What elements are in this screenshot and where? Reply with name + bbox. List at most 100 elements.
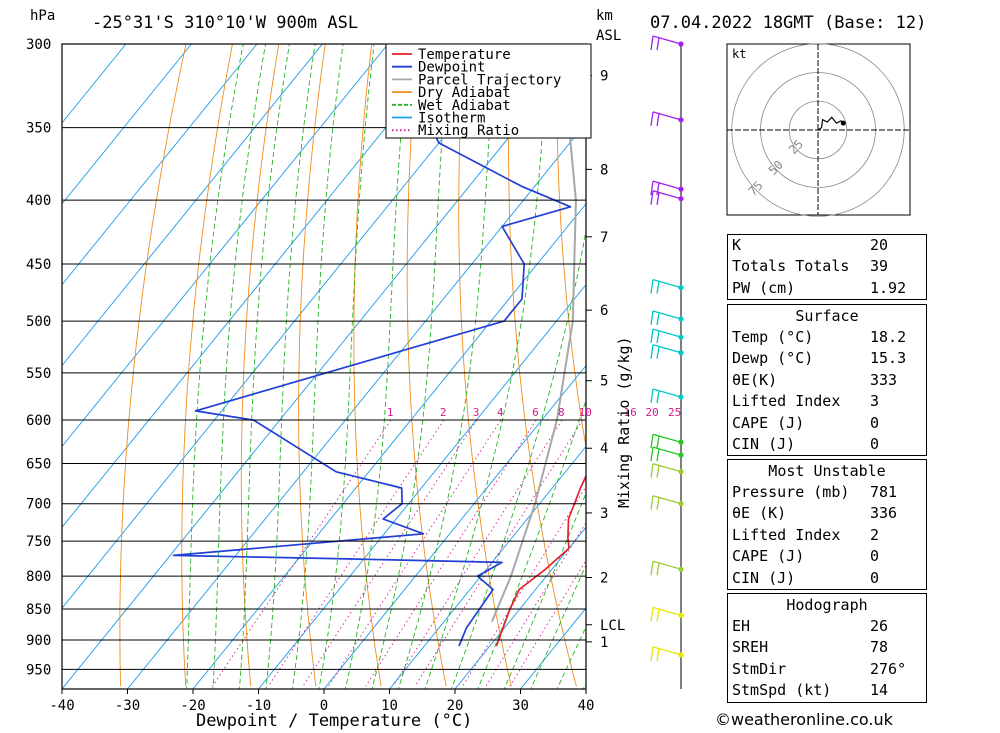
dry-adiabat-line [181,44,233,687]
wet-adiabat-line [503,492,586,689]
wet-adiabat-line [344,44,410,689]
x-tick-label: 10 [381,698,398,714]
mu-value: 0 [870,547,880,566]
dry-adiabat-line [975,44,1000,686]
surface-value: 18.2 [870,328,907,346]
axes: 3003504004505005506006507007508008509009… [26,37,625,714]
temperature-line [495,474,586,647]
index-value: 1.92 [870,278,907,297]
mixing-ratio-label: 8 [558,406,565,419]
mu-label: θE (K) [732,504,787,523]
km-tick-label: 2 [600,570,608,586]
legend-label: Temperature [418,47,511,63]
mu-row: θE (K) 336 [728,503,926,524]
km-tick-label: LCL [600,618,625,634]
surface-value: 15.3 [870,349,907,368]
surface-title: Surface [795,307,859,325]
surface-label: θE(K) [732,370,778,389]
surface-row: Lifted Index 3 [728,391,926,412]
hodograph-end-dot [840,120,846,126]
mixing-ratio-line [392,419,563,687]
x-tick-label: -20 [180,698,205,714]
mixing-ratio-label: 20 [646,406,659,419]
isotherm-line [62,44,127,124]
hodo-row: SREH 78 [728,637,926,658]
dry-adiabat-line [298,44,326,687]
mixing-ratio-label: 16 [624,406,637,419]
wind-barb [650,328,682,344]
mu-label: CIN (J) [732,568,796,587]
pressure-tick-label: 800 [26,569,51,585]
index-value: 20 [870,236,889,254]
km-tick-label: 6 [600,303,608,319]
datetime-title: 07.04.2022 18GMT (Base: 12) [650,13,926,33]
pressure-tick-label: 300 [26,37,51,53]
pressure-tick-label: 500 [26,314,51,330]
surface-table: Surface Temp (°C) 18.2 Dewp (°C) 15.3 θE(K… [727,304,927,457]
hodograph-table-title: Hodograph [786,596,868,614]
wet-adiabat-line [238,44,290,689]
isotherm-line [62,44,520,609]
index-label: PW (cm) [732,278,796,297]
hodo-row: EH 26 [728,616,926,637]
surface-value: 0 [870,434,880,453]
x-axis-title: Dewpoint / Temperature (°C) [196,711,472,731]
isotherm-line [258,283,586,689]
mixing-ratio-label: 25 [668,406,681,419]
pressure-tick-label: 750 [26,534,51,550]
wind-barb [650,310,682,326]
surface-value: 0 [870,413,880,432]
wet-adiabat-line [212,44,267,689]
km-tick-label: 4 [600,441,608,457]
mu-value: 2 [870,525,880,544]
asl-unit-label: ASL [596,28,621,44]
hodo-value: 78 [870,638,889,657]
wet-adiabat-line [397,44,496,689]
wind-barb [650,495,682,510]
x-tick-label: 40 [578,698,595,714]
mixing-ratio-axis-title: Mixing Ratio (g/kg) [615,336,633,508]
location-title: -25°31'S 310°10'W 900m ASL [92,13,358,33]
wet-adiabat-line [477,399,586,689]
isotherm-line [62,44,454,528]
wet-adiabat-line [265,44,316,689]
hodo-row: StmDir 276° [728,659,926,680]
pressure-tick-label: 900 [26,633,51,649]
legend-label: Wet Adiabat [418,98,511,114]
mu-row: CAPE (J) 0 [728,546,926,567]
mixing-ratio-line [267,419,445,687]
index-row-pw: PW (cm) 1.92 [728,278,926,299]
surface-row: θE(K) 333 [728,370,926,391]
hodo-label: SREH [732,638,769,657]
parcel-trajectory-line [490,61,577,622]
isotherm-line [62,44,323,367]
isotherm-line [62,44,258,286]
pressure-tick-label: 400 [26,193,51,209]
mixing-ratio-labels: 1 2 3 4 6 8 10 16 20 25 [387,406,681,419]
wind-barb [650,35,682,51]
km-tick-label: 8 [600,162,608,178]
hodo-label: StmDir [732,659,787,678]
legend-label: Isotherm [418,111,485,127]
mixing-ratio-label: 6 [532,406,539,419]
isotherm-line [192,203,586,689]
surface-label: Temp (°C) [732,328,814,346]
dry-adiabat-line [353,44,382,687]
km-unit-label: km [596,8,613,24]
hodo-row: StmSpd (kt) 14 [728,680,926,701]
wind-barb [650,111,682,126]
mu-row: Pressure (mb) 781 [728,482,926,503]
dry-adiabat-line [458,44,512,687]
most-unstable-title: Most Unstable [768,462,886,480]
wind-barb [650,433,682,449]
wind-barb [650,606,682,622]
hodo-label: StmSpd (kt) [732,681,832,700]
km-tick-label: 3 [600,506,608,522]
isotherm-line [127,122,586,689]
isotherm-line [323,364,586,689]
hodograph-table: Hodograph EH 26 SREH 78 StmDir 276° StmSpd … [727,593,927,703]
credit-link[interactable]: ©weatheronline.co.uk [715,710,893,729]
wet-adiabat-line [424,44,549,689]
